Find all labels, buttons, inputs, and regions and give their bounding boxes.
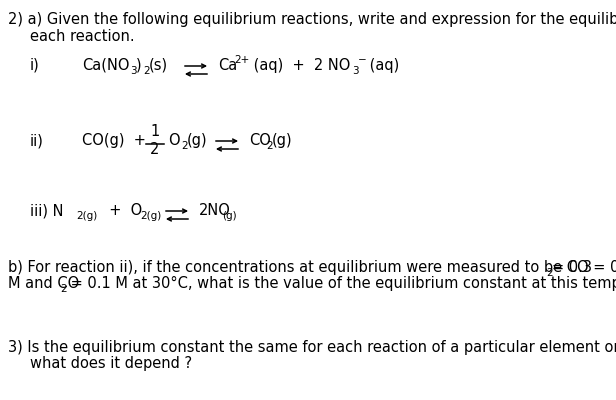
Text: what does it depend ?: what does it depend ? xyxy=(30,356,192,371)
Text: 3: 3 xyxy=(352,66,359,76)
Text: 2: 2 xyxy=(60,284,67,294)
Text: 3: 3 xyxy=(130,66,137,76)
Text: 2+: 2+ xyxy=(234,55,249,65)
Text: O: O xyxy=(168,133,180,148)
Text: i): i) xyxy=(30,58,40,73)
Text: each reaction.: each reaction. xyxy=(30,29,135,44)
Text: = 0.3: = 0.3 xyxy=(552,260,592,275)
Text: 2NO: 2NO xyxy=(199,203,231,218)
Text: −: − xyxy=(358,55,367,65)
Text: (g): (g) xyxy=(272,133,293,148)
Text: (s): (s) xyxy=(149,58,168,73)
Text: (g): (g) xyxy=(222,211,237,221)
Text: (aq): (aq) xyxy=(365,58,399,73)
Text: 2: 2 xyxy=(546,268,553,278)
Text: iii) N: iii) N xyxy=(30,203,63,218)
Text: (g): (g) xyxy=(187,133,208,148)
Text: Ca: Ca xyxy=(218,58,237,73)
Text: 2(g): 2(g) xyxy=(140,211,161,221)
Text: M and CO: M and CO xyxy=(8,276,79,291)
Text: Ca(NO: Ca(NO xyxy=(82,58,129,73)
Text: 2: 2 xyxy=(181,141,188,151)
Text: 2(g): 2(g) xyxy=(76,211,97,221)
Text: 3) Is the equilibrium constant the same for each reaction of a particular elemen: 3) Is the equilibrium constant the same … xyxy=(8,340,616,355)
Text: = 0.1 M at 30°C, what is the value of the equilibrium constant at this temperatu: = 0.1 M at 30°C, what is the value of th… xyxy=(66,276,616,291)
Text: 2: 2 xyxy=(143,66,150,76)
Text: ): ) xyxy=(136,58,142,73)
Text: CO(g)  +: CO(g) + xyxy=(82,133,146,148)
Text: (aq)  +  2 NO: (aq) + 2 NO xyxy=(249,58,351,73)
Text: CO: CO xyxy=(249,133,271,148)
Text: +  O: + O xyxy=(100,203,142,218)
Text: b) For reaction ii), if the concentrations at equilibrium were measured to be CO: b) For reaction ii), if the concentratio… xyxy=(8,260,616,275)
Text: 1: 1 xyxy=(150,124,160,139)
Text: 2) a) Given the following equilibrium reactions, write and expression for the eq: 2) a) Given the following equilibrium re… xyxy=(8,12,616,27)
Text: 2: 2 xyxy=(266,141,273,151)
Text: 2: 2 xyxy=(150,142,160,157)
Text: ii): ii) xyxy=(30,133,44,148)
